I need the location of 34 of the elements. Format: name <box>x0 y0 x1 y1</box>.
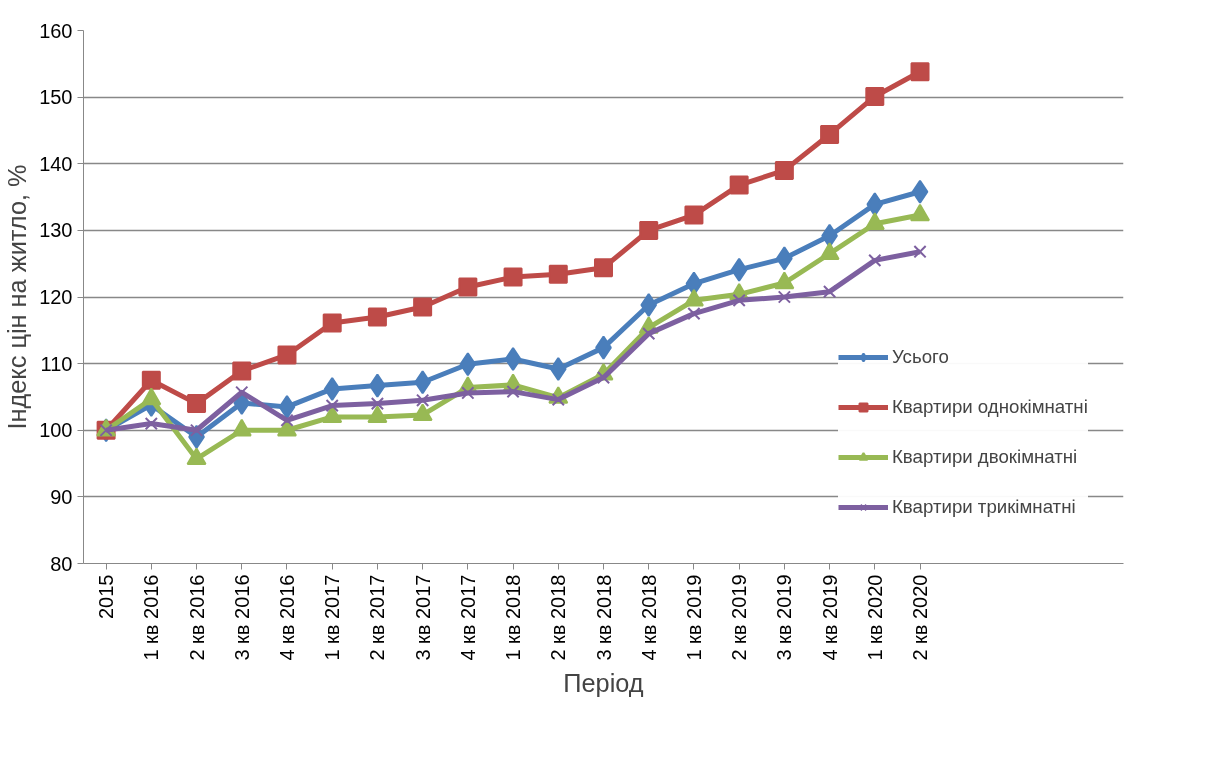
y-tick-label: 90 <box>50 485 73 508</box>
legend-label: Квартири трикімнатні <box>892 496 1076 518</box>
x-tick-label: 4 кв 2016 <box>275 574 298 661</box>
legend-label: Квартири двокімнатні <box>892 446 1078 468</box>
x-tick-label: 3 кв 2019 <box>773 574 796 661</box>
y-tick-label: 120 <box>39 286 73 308</box>
x-tick-label: 2 кв 2017 <box>366 574 389 661</box>
x-tick-label: 2 кв 2020 <box>909 574 932 661</box>
x-tick-label: 2 кв 2019 <box>728 574 751 661</box>
y-axis-title: Індекс цін на житло, % <box>3 164 32 430</box>
x-tick-label: 3 кв 2017 <box>411 574 434 661</box>
legend-label: Квартири однокімнатні <box>892 396 1088 418</box>
x-tick-label: 1 кв 2019 <box>682 574 705 661</box>
x-tick-label: 4 кв 2018 <box>637 574 660 661</box>
x-tick-label: 4 кв 2019 <box>818 574 841 661</box>
y-tick-label: 160 <box>39 19 73 42</box>
x-tick-label: 4 кв 2017 <box>456 574 479 661</box>
x-tick-label: 2015 <box>95 574 118 619</box>
y-tick-label: 80 <box>50 552 73 575</box>
x-tick-label: 2 кв 2016 <box>185 574 208 661</box>
y-tick-label: 140 <box>39 152 73 175</box>
legend-label: Усього <box>892 346 949 368</box>
x-axis-title: Період <box>563 668 644 697</box>
y-tick-label: 130 <box>39 219 73 242</box>
y-tick-label: 110 <box>40 352 73 375</box>
y-tick-label: 100 <box>39 419 73 442</box>
x-tick-label: 1 кв 2017 <box>321 574 344 661</box>
x-tick-label: 1 кв 2016 <box>140 574 163 661</box>
x-tick-label: 1 кв 2020 <box>863 574 886 661</box>
x-tick-label: 3 кв 2016 <box>230 574 253 661</box>
y-tick-label: 150 <box>39 86 73 109</box>
x-tick-label: 1 кв 2018 <box>502 574 525 661</box>
x-tick-label: 3 кв 2018 <box>592 574 615 661</box>
x-tick-label: 2 кв 2018 <box>547 574 570 661</box>
